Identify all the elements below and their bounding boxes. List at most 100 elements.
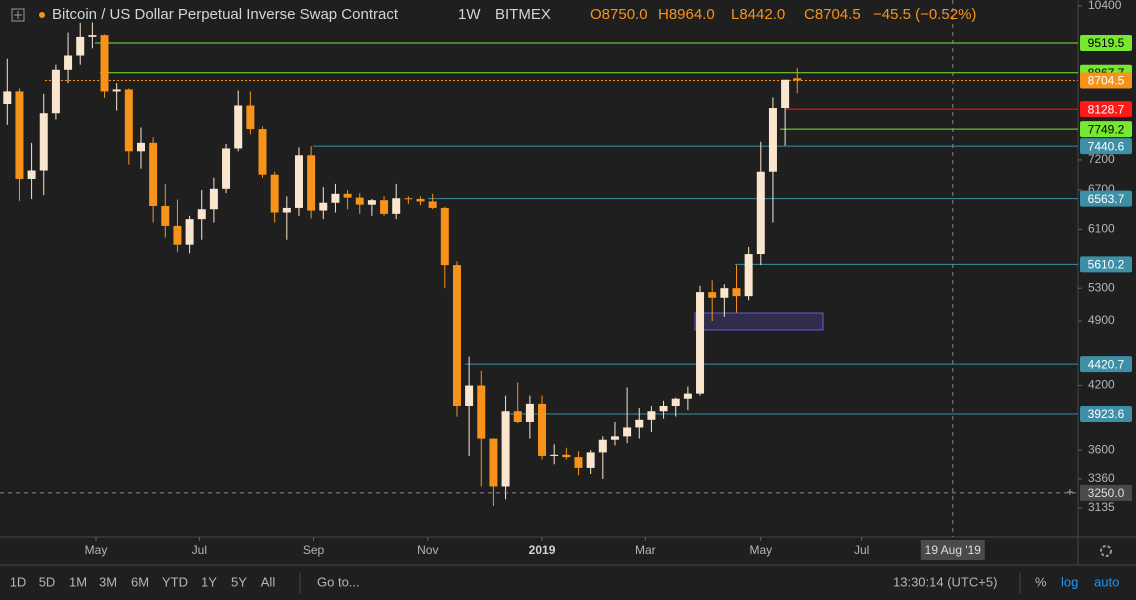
candle-body (768, 108, 777, 172)
candle-body (696, 292, 705, 394)
crosshair-x-label-bg (920, 540, 985, 560)
symbol-title: Bitcoin / US Dollar Perpetual Inverse Sw… (52, 6, 399, 23)
candle-body (51, 69, 60, 114)
x-tick-label: Sep (303, 543, 325, 557)
candle-body (550, 454, 559, 456)
candle-body (319, 202, 328, 211)
crosshair-plus: + (1066, 485, 1073, 499)
candle-body (100, 35, 109, 92)
candle-body (234, 105, 243, 149)
candle-body (88, 35, 97, 37)
y-tick-label: 3360 (1088, 471, 1115, 485)
price-level-label-bg (1080, 190, 1132, 207)
log-toggle[interactable]: log (1061, 574, 1078, 589)
y-tick-label: 6100 (1088, 221, 1115, 235)
price-level-label: 9519.5 (1088, 36, 1125, 50)
candle-body (355, 197, 364, 205)
candle-body (659, 405, 668, 412)
price-level-label: 4420.7 (1088, 357, 1125, 371)
candle-body (720, 288, 729, 298)
range-button[interactable]: All (261, 574, 276, 589)
candle-body (465, 385, 474, 406)
range-button[interactable]: 3M (99, 574, 117, 589)
candle-body (392, 198, 401, 214)
candle-body (222, 148, 231, 189)
candle-body (149, 142, 158, 206)
candle-body (246, 105, 255, 130)
candle-body (3, 91, 12, 104)
candle-body (112, 89, 121, 92)
range-button[interactable]: 5D (39, 574, 56, 589)
range-button[interactable]: 1D (10, 574, 27, 589)
candle-body (343, 193, 352, 198)
range-button[interactable]: 5Y (231, 574, 247, 589)
candle-body (294, 155, 303, 208)
price-level-label: 8704.5 (1088, 74, 1125, 88)
y-tick-label: 10400 (1088, 0, 1122, 12)
candle-body (428, 201, 437, 208)
candle-body (513, 411, 522, 422)
range-button[interactable]: YTD (162, 574, 188, 589)
price-level-label-bg (1080, 406, 1132, 423)
range-button[interactable]: 6M (131, 574, 149, 589)
candle-body (331, 193, 340, 203)
price-level-label-bg (1080, 138, 1132, 155)
price-level-label: 7440.6 (1088, 139, 1125, 153)
clock: 13:30:14 (UTC+5) (893, 574, 997, 589)
collapse-icon[interactable] (11, 8, 25, 22)
candle-body (610, 436, 619, 440)
price-level-label: 5610.2 (1088, 258, 1125, 272)
price-level-label-bg (1080, 35, 1132, 52)
exchange[interactable]: BITMEX (495, 6, 551, 23)
candle-body (39, 113, 48, 171)
candle-body (282, 207, 291, 213)
candle-body (416, 198, 425, 202)
x-tick-label: Jul (192, 543, 207, 557)
candle-body (124, 89, 133, 152)
x-tick-label: May (85, 543, 108, 557)
interval[interactable]: 1W (458, 6, 481, 23)
candle-body (683, 393, 692, 399)
candle-body (477, 385, 486, 439)
x-tick-label: Mar (635, 543, 656, 557)
range-button[interactable]: 1M (69, 574, 87, 589)
y-tick-label: 3135 (1088, 500, 1115, 514)
candle-body (781, 79, 790, 109)
price-level-label-bg (1080, 121, 1132, 138)
candle-body (732, 288, 741, 297)
price-level-label: 3923.6 (1088, 407, 1125, 421)
candle-body (635, 419, 644, 428)
candle-body (258, 129, 267, 175)
candle-body (452, 265, 461, 406)
candle-body (647, 411, 656, 420)
close-value: C8704.5 (804, 6, 861, 23)
candle-body (380, 200, 389, 214)
candle-body (367, 200, 376, 205)
candle-body (623, 427, 632, 437)
candle-body (793, 78, 802, 81)
candle-body (15, 91, 24, 179)
change-value: −45.5 (−0.52%) (873, 6, 976, 23)
settings-icon[interactable] (1100, 545, 1112, 557)
candle-body (64, 55, 73, 70)
crosshair-x-label: 19 Aug '19 (925, 543, 982, 557)
candle-body (307, 155, 316, 211)
range-button[interactable]: 1Y (201, 574, 217, 589)
candle-body (489, 438, 498, 487)
price-level-label: 8128.7 (1088, 102, 1125, 116)
status-dot (39, 12, 45, 18)
candle-body (270, 174, 279, 213)
candle-body (562, 454, 571, 458)
low-value: L8442.0 (731, 6, 785, 23)
candle-body (440, 207, 449, 266)
percent-toggle[interactable]: % (1035, 574, 1047, 589)
candle-body (404, 198, 413, 200)
drawn-rectangle[interactable] (694, 312, 824, 331)
x-tick-label: May (749, 543, 772, 557)
auto-toggle[interactable]: auto (1094, 574, 1119, 589)
crosshair-y-label: 3250.0 (1088, 486, 1125, 500)
candle-body (501, 411, 510, 487)
y-tick-label: 7200 (1088, 152, 1115, 166)
goto-button[interactable]: Go to... (317, 574, 360, 589)
